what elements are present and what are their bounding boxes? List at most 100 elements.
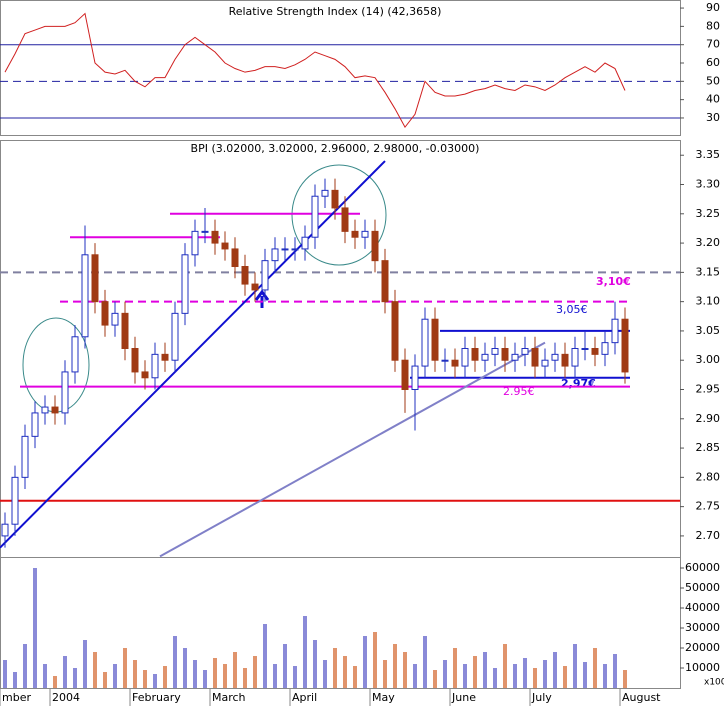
volume-bar <box>13 672 17 688</box>
volume-bar <box>343 656 347 688</box>
candle-body <box>21 435 29 478</box>
y-tick-label: 60000 <box>685 561 720 574</box>
y-tick-label: 3.25 <box>696 207 721 220</box>
candle-body <box>441 359 449 362</box>
candle-body <box>521 348 529 355</box>
volume-bar <box>293 666 297 688</box>
annotation: 2,97€ <box>561 377 596 390</box>
candle-body <box>571 348 579 367</box>
volume-bar <box>153 674 157 688</box>
y-tick-label: 30000 <box>685 621 720 634</box>
volume-bar <box>443 660 447 688</box>
candle-body <box>171 312 179 361</box>
x-tick-label: 2004 <box>52 691 80 704</box>
volume-bar <box>43 664 47 688</box>
volume-bar <box>463 664 467 688</box>
y-tick-label: 3.05 <box>696 324 721 337</box>
candle-body <box>271 248 279 262</box>
x-tick-label: April <box>292 691 317 704</box>
y-tick-label: 50000 <box>685 581 720 594</box>
candle-body <box>221 242 229 250</box>
candle-body <box>91 254 99 303</box>
y-tick-label: 3.00 <box>696 353 721 366</box>
candle-body <box>501 348 509 361</box>
candle-body <box>161 353 169 361</box>
volume-bar <box>373 632 377 688</box>
candle-body <box>491 348 499 355</box>
candle-body <box>321 189 329 197</box>
candle-body <box>211 230 219 244</box>
candle-body <box>141 371 149 379</box>
volume-bar <box>333 648 337 688</box>
candle-body <box>41 406 49 414</box>
y-tick-label: 50 <box>706 74 720 87</box>
volume-bar <box>103 672 107 688</box>
candle-body <box>561 353 569 367</box>
candle-body <box>61 371 69 414</box>
volume-bar <box>183 648 187 688</box>
volume-bar <box>53 676 57 688</box>
volume-bar <box>313 640 317 688</box>
candle-body <box>11 476 19 525</box>
x-tick-label: July <box>531 691 552 704</box>
x-tick-label: August <box>622 691 661 704</box>
x-tick-label: March <box>212 691 246 704</box>
volume-bar <box>243 668 247 688</box>
volume-bar <box>263 624 267 688</box>
y-tick-label: 3.15 <box>696 265 721 278</box>
volume-bar <box>253 656 257 688</box>
y-tick-label: 2.70 <box>696 529 721 542</box>
x-tick-label: May <box>372 691 395 704</box>
volume-bar <box>73 668 77 688</box>
y-tick-label: 3.10 <box>696 295 721 308</box>
candle-body <box>201 230 209 233</box>
volume-bar <box>573 644 577 688</box>
volume-bar <box>583 662 587 688</box>
volume-bar <box>403 652 407 688</box>
volume-bar <box>223 664 227 688</box>
volume-bar <box>283 644 287 688</box>
volume-bar <box>393 644 397 688</box>
candle-body <box>121 312 129 350</box>
volume-bar <box>613 654 617 688</box>
candle-body <box>191 230 199 256</box>
candle-body <box>101 301 109 326</box>
volume-bar <box>133 660 137 688</box>
volume-bar <box>143 670 147 688</box>
y-tick-label: 3.35 <box>696 148 721 161</box>
oscillator-panel <box>0 0 681 136</box>
candle-body <box>1 523 9 537</box>
candle-body <box>371 230 379 262</box>
candle-body <box>421 318 429 367</box>
volume-bar <box>453 648 457 688</box>
candle-body <box>151 353 159 379</box>
candle-body <box>341 207 349 232</box>
volume-bar <box>413 664 417 688</box>
volume-bar <box>523 658 527 688</box>
candle-body <box>611 318 619 344</box>
trend-line <box>0 160 386 549</box>
y-tick-label: 10000 <box>685 661 720 674</box>
volume-bar <box>123 648 127 688</box>
candle-body <box>411 365 419 390</box>
volume-bar <box>543 660 547 688</box>
candle-body <box>401 359 409 390</box>
volume-bar <box>353 666 357 688</box>
candle-body <box>591 348 599 355</box>
volume-bar <box>503 644 507 688</box>
volume-bar <box>163 666 167 688</box>
annotation: 3,05€ <box>556 303 588 316</box>
y-tick-label: 3.20 <box>696 236 721 249</box>
volume-bar <box>3 660 7 688</box>
candle-body <box>431 318 439 361</box>
candle-body <box>481 353 489 361</box>
volume-bar <box>193 660 197 688</box>
volume-bar <box>93 652 97 688</box>
unit-label: x100 <box>704 678 724 688</box>
volume-bar <box>493 668 497 688</box>
y-tick-label: 30 <box>706 111 720 124</box>
volume-bar <box>533 668 537 688</box>
volume-bar <box>303 616 307 688</box>
y-tick-label: 40 <box>706 93 720 106</box>
